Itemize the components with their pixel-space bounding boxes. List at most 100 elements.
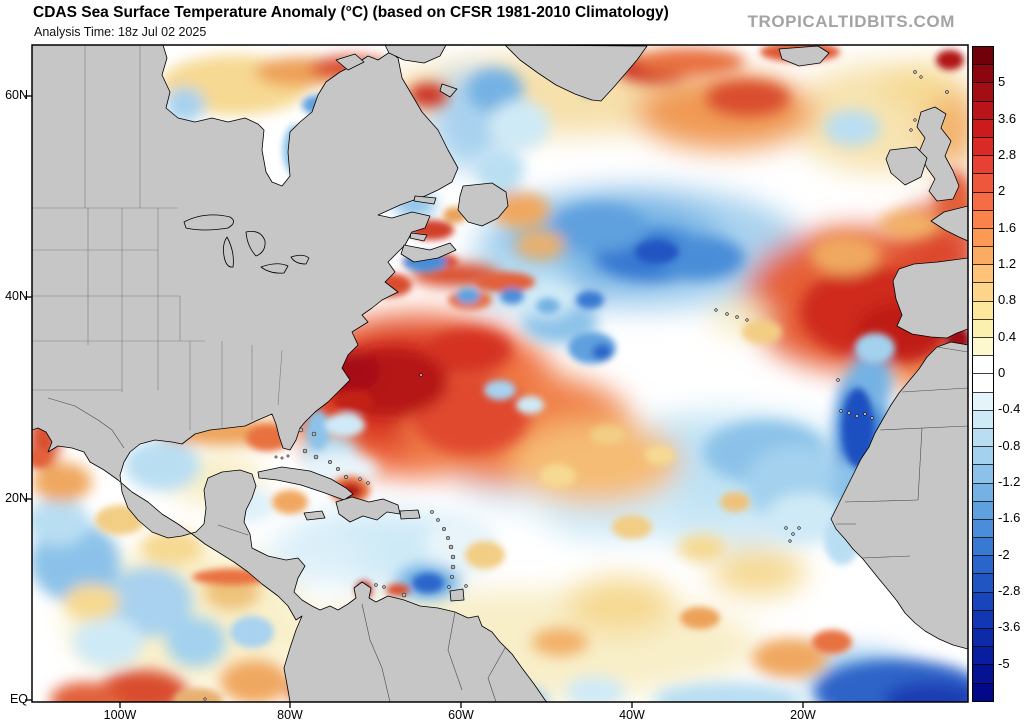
- colorbar-segment: [973, 319, 993, 338]
- colorbar-tick-label: -3.6: [998, 619, 1021, 635]
- colorbar-segment: [973, 592, 993, 611]
- colorbar-tick-label: -0.4: [998, 401, 1021, 417]
- colorbar-segment: [973, 665, 993, 684]
- colorbar-segment: [973, 210, 993, 229]
- colorbar-segment: [973, 83, 993, 102]
- colorbar-segment: [973, 283, 993, 302]
- colorbar-segment: [973, 410, 993, 429]
- colorbar-segment: [973, 428, 993, 448]
- nova-scotia: [400, 242, 457, 263]
- newfoundland-island: [457, 182, 509, 227]
- france-brittany: [930, 205, 968, 242]
- colorbar-tick-label: 0.4: [998, 328, 1017, 344]
- trinidad: [449, 588, 465, 602]
- country-borders-layer: [47, 346, 968, 702]
- colorbar-segment: [973, 65, 993, 84]
- colorbar: [972, 46, 994, 702]
- prince-edward-island: [409, 232, 428, 242]
- colorbar-tick-label: -2.8: [998, 583, 1021, 598]
- lake-erie: [260, 263, 289, 274]
- colorbar-segment: [973, 374, 993, 393]
- colorbar-segment: [973, 538, 993, 557]
- colorbar-segment: [973, 392, 993, 411]
- lon-label: 40W: [619, 708, 645, 722]
- colorbar-tick-label: 0: [998, 365, 1006, 380]
- colorbar-segment: [973, 629, 993, 648]
- lon-label: 20W: [790, 708, 816, 722]
- lake-ontario: [290, 254, 310, 265]
- lat-label: 40N: [5, 289, 28, 303]
- colorbar-segment: [973, 192, 993, 211]
- colorbar-tick-label: 5: [998, 74, 1006, 90]
- tropicaltidbits-watermark: TROPICALTIDBITS.COM: [747, 12, 955, 31]
- colorbar-segment: [973, 265, 993, 284]
- lake-superior: [183, 214, 234, 231]
- page-title: CDAS Sea Surface Temperature Anomaly (°C…: [33, 4, 669, 21]
- ireland: [885, 146, 928, 186]
- lat-label: 60N: [5, 88, 28, 102]
- colorbar-segment: [973, 101, 993, 120]
- colorbar-segment: [973, 174, 993, 193]
- map-frame-border: [31, 44, 969, 703]
- colorbar-segment: [973, 574, 993, 593]
- colorbar-tick-label: -2: [998, 546, 1010, 562]
- land-layer: [32, 45, 968, 702]
- lat-label: EQ: [9, 692, 28, 706]
- colorbar-segments: [973, 47, 993, 701]
- colorbar-segment: [973, 301, 993, 320]
- colorbar-tick-label: -1.2: [998, 474, 1021, 489]
- colorbar-segment: [973, 338, 993, 357]
- colorbar-tick-label: -0.8: [998, 437, 1021, 453]
- colorbar-tick-label: 2: [998, 183, 1006, 199]
- analysis-time-label: Analysis Time: 18z Jul 02 2025: [34, 25, 207, 39]
- colorbar-tick-label: 1.6: [998, 219, 1017, 235]
- colorbar-tick-label: 1.2: [998, 256, 1017, 271]
- colorbar-segment: [973, 519, 993, 539]
- north-america-landmass: [32, 45, 548, 702]
- colorbar-segment: [973, 119, 993, 138]
- great-britain: [916, 106, 960, 202]
- iceland: [778, 45, 830, 67]
- colorbar-segment: [973, 156, 993, 175]
- small-islands-layer: [203, 70, 949, 701]
- colorbar-segment: [973, 47, 993, 66]
- colorbar-segment: [973, 137, 993, 157]
- jamaica: [303, 510, 326, 521]
- lon-label: 60W: [448, 708, 474, 722]
- colorbar-tick-label: 0.8: [998, 292, 1017, 308]
- colorbar-tick-label: 3.6: [998, 110, 1017, 126]
- lat-label: 20N: [5, 491, 28, 505]
- colorbar-segment: [973, 228, 993, 248]
- axis-ticks: [25, 95, 804, 708]
- iberia: [892, 257, 968, 339]
- resolution-island: [439, 83, 458, 98]
- colorbar-segment: [973, 447, 993, 466]
- state-borders-layer: [32, 45, 283, 430]
- puerto-rico: [399, 509, 421, 520]
- hispaniola: [335, 496, 401, 523]
- colorbar-segment: [973, 556, 993, 575]
- lon-label: 100W: [103, 708, 137, 722]
- colorbar-segment: [973, 610, 993, 629]
- anticosti-island: [413, 195, 437, 205]
- colorbar-segment: [973, 247, 993, 266]
- lon-label: 80W: [277, 708, 303, 722]
- baffin-island: [384, 45, 447, 64]
- colorbar-segment: [973, 501, 993, 520]
- lake-michigan: [223, 236, 234, 268]
- southampton-island: [335, 53, 365, 71]
- lake-huron: [245, 231, 266, 257]
- cuba: [257, 466, 354, 501]
- colorbar-tick-label: -1.6: [998, 510, 1021, 526]
- africa-landmass: [830, 341, 968, 650]
- colorbar-segment: [973, 683, 993, 701]
- colorbar-tick-label: 2.8: [998, 147, 1017, 162]
- colorbar-segment: [973, 483, 993, 502]
- colorbar-segment: [973, 356, 993, 375]
- colorbar-segment: [973, 465, 993, 484]
- greenland-landmass: [504, 45, 648, 102]
- colorbar-tick-label: -5: [998, 655, 1010, 671]
- colorbar-segment: [973, 647, 993, 666]
